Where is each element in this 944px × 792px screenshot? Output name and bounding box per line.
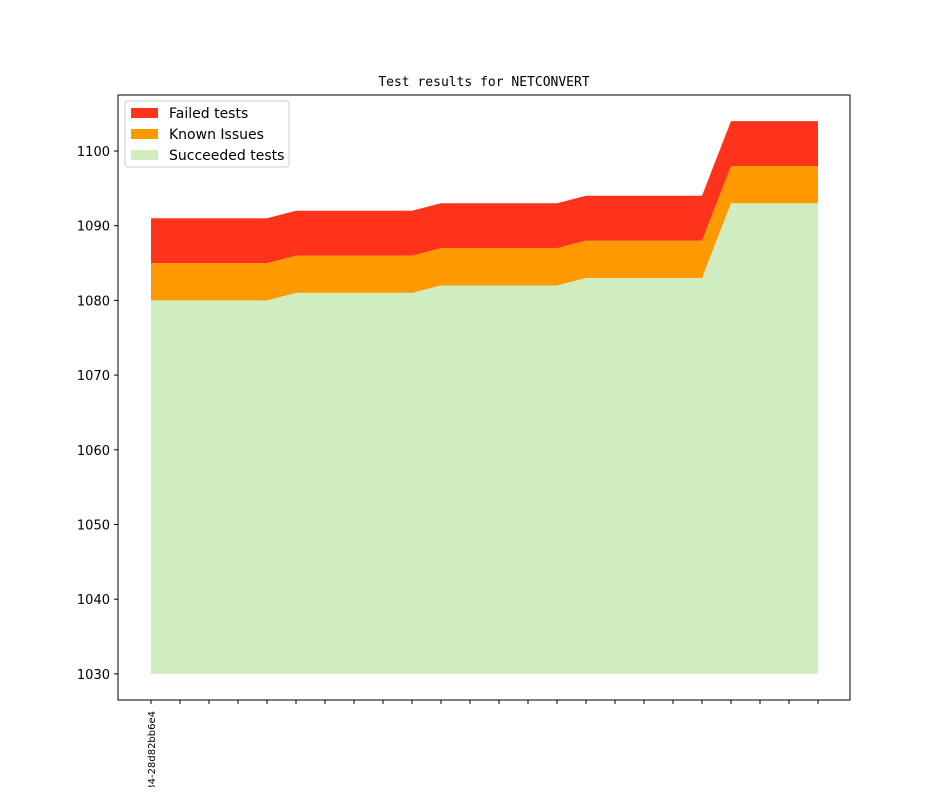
area-failed-tests (151, 121, 818, 264)
y-tick-label: 1050 (77, 518, 110, 533)
y-tick-label: 1090 (77, 220, 110, 235)
legend: Failed tests Known Issues Succeeded tests (124, 100, 290, 168)
chart-title: Test results for NETCONVERT (378, 75, 589, 90)
legend-label: Failed tests (169, 106, 248, 122)
y-tick-label: 1070 (77, 369, 110, 384)
area-known-issues (151, 166, 818, 301)
legend-swatch (131, 108, 158, 118)
legend-box (124, 100, 290, 168)
y-tick-label: 1080 (77, 294, 110, 309)
area-succeeded-tests (151, 203, 818, 674)
x-tick-label: 34-28d82bb6e4 (147, 711, 158, 787)
legend-swatch (131, 129, 158, 139)
plot-frame (117, 94, 851, 701)
legend-label: Known Issues (169, 127, 264, 143)
y-tick-label: 1040 (77, 593, 110, 608)
legend-swatch (131, 150, 158, 160)
y-tick-label: 1100 (77, 145, 110, 160)
y-axis: 1030 1040 1050 1060 1070 1080 1090 1100 (77, 145, 118, 683)
area-layer (151, 121, 818, 674)
legend-label: Succeeded tests (169, 148, 284, 164)
y-tick-label: 1030 (77, 668, 110, 683)
x-axis: 34-28d82bb6e4 (147, 700, 819, 791)
y-tick-label: 1060 (77, 444, 110, 459)
